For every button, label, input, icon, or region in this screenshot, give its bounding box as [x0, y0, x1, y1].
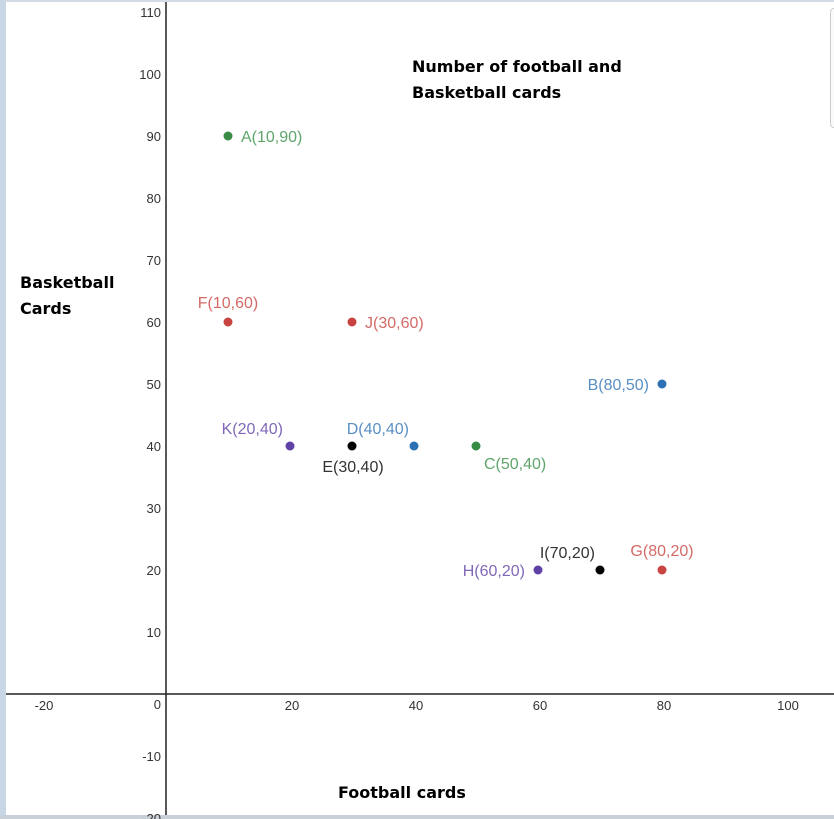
y-tick-label: 90 [147, 129, 161, 144]
data-point-group[interactable]: K(20,40) [222, 421, 295, 451]
y-tick-label: 10 [147, 625, 161, 640]
data-point-label: A(10,90) [241, 129, 302, 146]
x-axis-label: Football cards [338, 783, 466, 802]
window-left-border [0, 0, 6, 819]
data-point-label: F(10,60) [198, 295, 258, 312]
x-tick-label: 40 [409, 698, 423, 713]
y-tick-label: 50 [147, 377, 161, 392]
data-point[interactable] [657, 565, 667, 575]
y-tick-label: -10 [142, 749, 161, 764]
y-axis-label-line-1: Basketball [20, 273, 114, 292]
data-point[interactable] [223, 317, 233, 327]
data-point-label: I(70,20) [540, 545, 595, 562]
data-point-group[interactable]: E(30,40) [322, 441, 384, 477]
data-point-label: J(30,60) [365, 315, 424, 332]
y-tick-label: 70 [147, 253, 161, 268]
data-point-group[interactable]: D(40,40) [347, 421, 419, 451]
x-tick-label: 20 [285, 698, 299, 713]
y-tick-label: 20 [147, 563, 161, 578]
data-point-group[interactable]: C(50,40) [471, 441, 547, 474]
x-tick-label: -20 [35, 698, 54, 713]
data-point-group[interactable]: A(10,90) [223, 129, 303, 146]
x-tick-label: 100 [777, 698, 799, 713]
y-tick-label: 30 [147, 501, 161, 516]
data-point-label: E(30,40) [322, 459, 383, 476]
window-top-border [0, 0, 834, 2]
y-tick-label: 110 [140, 5, 161, 20]
data-point-group[interactable]: F(10,60) [198, 295, 258, 327]
data-point[interactable] [409, 441, 419, 451]
y-tick-label: 100 [139, 67, 161, 82]
x-tick-label: 80 [657, 698, 671, 713]
data-point-group[interactable]: B(80,50) [588, 377, 667, 394]
data-point[interactable] [347, 441, 357, 451]
data-point-group[interactable]: I(70,20) [540, 545, 605, 575]
data-point-label: C(50,40) [484, 456, 546, 473]
chart-title-line-2: Basketball cards [412, 83, 561, 102]
zoom-controls[interactable] [830, 8, 834, 128]
data-point-group[interactable]: H(60,20) [463, 563, 543, 580]
data-point[interactable] [285, 441, 295, 451]
x-tick-label: 60 [533, 698, 547, 713]
y-tick-label: 80 [147, 191, 161, 206]
data-point-group[interactable]: J(30,60) [347, 315, 424, 332]
chart-title-line-1: Number of football and [412, 57, 622, 76]
data-point[interactable] [471, 441, 481, 451]
y-tick-label: 40 [147, 439, 161, 454]
window-bottom-bar [0, 815, 834, 819]
data-point-label: H(60,20) [463, 563, 525, 580]
data-point[interactable] [533, 565, 543, 575]
y-axis-label-line-2: Cards [20, 299, 71, 318]
y-tick-label: -20 [142, 811, 161, 819]
data-point[interactable] [347, 317, 357, 327]
data-point-group[interactable]: G(80,20) [630, 543, 694, 575]
data-point[interactable] [657, 379, 667, 389]
data-point-label: G(80,20) [630, 543, 693, 560]
data-point[interactable] [595, 565, 605, 575]
data-point[interactable] [223, 131, 233, 141]
data-point-label: D(40,40) [347, 421, 409, 438]
data-point-label: K(20,40) [222, 421, 283, 438]
origin-label: 0 [154, 697, 161, 712]
y-tick-label: 60 [147, 315, 161, 330]
data-point-label: B(80,50) [588, 377, 649, 394]
